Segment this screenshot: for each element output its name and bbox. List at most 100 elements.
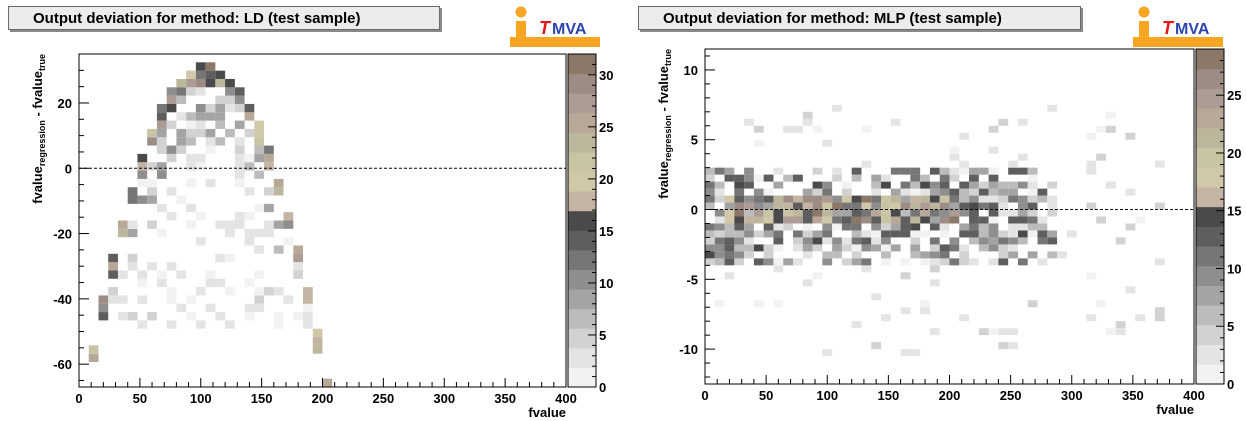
heatmap-cell xyxy=(939,216,950,224)
heatmap-cell xyxy=(793,216,803,224)
heatmap-cell xyxy=(861,202,872,210)
heatmap-cell xyxy=(1047,181,1058,189)
heatmap-cell xyxy=(1008,342,1018,350)
heatmap-cell xyxy=(959,160,970,168)
heatmap-cell xyxy=(147,128,157,138)
heatmap-cell xyxy=(929,209,940,217)
heatmap-cell xyxy=(802,111,813,119)
heatmap-cell xyxy=(127,312,138,321)
heatmap-cell xyxy=(244,237,255,246)
heatmap-cell xyxy=(215,95,226,104)
heatmap-cell xyxy=(264,145,274,154)
heatmap-cell xyxy=(127,262,138,271)
color-scale-step xyxy=(1196,147,1224,168)
color-scale-label: 5 xyxy=(599,328,606,343)
heatmap-cell xyxy=(1154,202,1165,210)
heatmap-cell xyxy=(156,103,167,113)
y-axis: -10 -5 0 5 10 fvalueregression - fvaluetrue xyxy=(656,49,715,378)
heatmap-cell xyxy=(176,128,187,138)
x-tick-label: 300 xyxy=(1061,388,1083,403)
heatmap-cell xyxy=(1017,181,1028,189)
heatmap-cell xyxy=(117,220,128,229)
svg-text:MVA: MVA xyxy=(552,21,587,38)
heatmap-cell xyxy=(900,202,911,210)
heatmap-cell xyxy=(1027,300,1038,308)
heatmap-cell xyxy=(273,187,284,196)
heatmap-cell xyxy=(783,258,794,266)
heatmap-cell xyxy=(234,212,245,221)
heatmap-cell xyxy=(744,244,754,252)
heatmap-cell xyxy=(293,262,304,271)
heatmap-cell xyxy=(147,195,157,204)
heatmap-cell xyxy=(166,212,177,221)
heatmap-cell xyxy=(851,244,862,252)
color-scale-step xyxy=(568,112,596,133)
heatmap-cell xyxy=(303,287,313,296)
heatmap-cell xyxy=(127,195,138,204)
heatmap-cell xyxy=(978,202,989,210)
heatmap-cell xyxy=(988,244,999,252)
heatmap-cell xyxy=(166,120,177,129)
heatmap-cell xyxy=(1008,209,1018,217)
heatmap-cell xyxy=(273,220,284,229)
heatmap-cell xyxy=(773,244,784,252)
heatmap-cell xyxy=(802,244,813,252)
heatmap-cell xyxy=(1086,202,1097,210)
heatmap-cell xyxy=(959,258,970,266)
heatmap-cell xyxy=(176,303,187,313)
heatmap-cell xyxy=(254,287,265,296)
heatmap-cell xyxy=(1017,216,1028,224)
heatmap-cell xyxy=(225,87,235,96)
heatmap-cell xyxy=(98,312,109,321)
heatmap-cell xyxy=(959,202,970,210)
heatmap-cell xyxy=(147,187,157,196)
heatmap-cell xyxy=(763,188,774,196)
heatmap-cell xyxy=(910,251,921,259)
heatmap-cell xyxy=(244,128,255,138)
heatmap-cell xyxy=(969,174,979,182)
heatmap-cell xyxy=(714,223,725,231)
heatmap-cell xyxy=(1086,167,1097,175)
heatmap-cell xyxy=(802,279,813,287)
heatmap-cell xyxy=(871,181,882,189)
heatmap-cell xyxy=(969,258,979,266)
heatmap-cell xyxy=(832,195,842,203)
color-scale-label: 10 xyxy=(599,276,613,291)
heatmap-cell xyxy=(1008,181,1018,189)
heatmap-cell xyxy=(244,303,255,313)
heatmap-cell xyxy=(988,195,999,203)
heatmap-cell xyxy=(156,128,167,138)
heatmap-cell xyxy=(812,195,823,203)
heatmap-cell xyxy=(273,287,284,296)
heatmap-cell xyxy=(851,174,862,182)
heatmap-cell xyxy=(988,188,999,196)
heatmap-cell xyxy=(832,244,842,252)
heatmap-cell xyxy=(998,258,1009,266)
heatmap-cell xyxy=(215,70,226,79)
heatmap-cell xyxy=(1115,237,1126,245)
heatmap-cell xyxy=(1125,286,1136,294)
svg-text:T: T xyxy=(1162,18,1175,38)
color-scale-step xyxy=(1196,127,1224,149)
heatmap-cell xyxy=(802,216,813,224)
heatmap-cell xyxy=(234,103,245,113)
x-tick-label: 50 xyxy=(759,388,773,403)
heatmap-cell xyxy=(244,162,255,171)
heatmap-cell xyxy=(920,174,930,182)
heatmap-cell xyxy=(871,216,882,224)
heatmap-cell xyxy=(871,202,882,210)
heatmap-cell xyxy=(714,209,725,217)
heatmap-cell xyxy=(724,195,735,203)
heatmap-cell xyxy=(861,258,872,266)
heatmap-cell xyxy=(117,270,128,279)
heatmap-cell xyxy=(822,188,833,196)
heatmap-cell xyxy=(822,181,833,189)
heatmap-cell xyxy=(705,195,715,203)
heatmap-cell xyxy=(812,125,823,133)
heatmap-cell xyxy=(773,202,784,210)
heatmap-cell xyxy=(205,278,216,288)
heatmap-cell xyxy=(714,258,725,266)
heatmap-cell xyxy=(822,223,833,231)
heatmap-cell xyxy=(283,237,294,246)
